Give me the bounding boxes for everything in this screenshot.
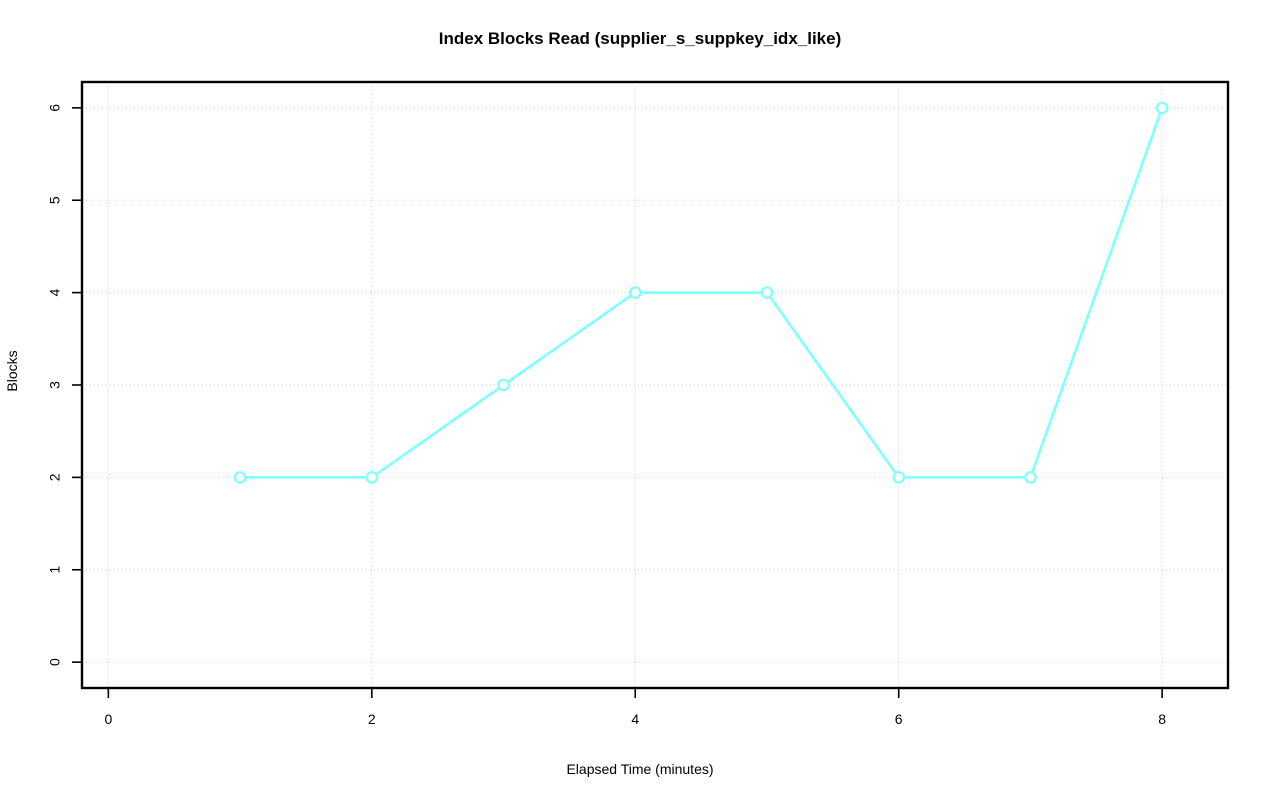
y-tick-label: 4 [47, 289, 63, 297]
y-tick-label: 1 [47, 566, 63, 574]
tick-marks-layer [72, 107, 1163, 698]
data-point-marker [365, 471, 379, 484]
y-tick-label: 6 [47, 104, 63, 112]
chart-title: Index Blocks Read (supplier_s_suppkey_id… [438, 29, 842, 48]
data-point-marker [497, 378, 510, 392]
data-series-layer [233, 101, 1169, 484]
data-point-marker [233, 471, 247, 484]
x-axis-label: Elapsed Time (minutes) [566, 761, 714, 777]
x-tick-label: 6 [895, 711, 903, 727]
y-tick-label: 5 [47, 196, 63, 204]
series-line [238, 106, 1164, 479]
x-tick-label: 4 [631, 711, 639, 727]
y-tick-label: 3 [47, 381, 63, 389]
x-tick-label: 2 [368, 711, 376, 727]
data-point-marker [1024, 471, 1037, 484]
data-point-marker [628, 286, 642, 299]
x-tick-label: 0 [104, 711, 112, 727]
tick-labels-layer: 0 2 4 6 8 0 1 2 3 4 5 6 [47, 104, 1167, 727]
data-point-marker [760, 286, 774, 299]
data-point-marker [892, 471, 905, 484]
y-tick-label: 2 [47, 473, 63, 481]
grid-layer [82, 82, 1228, 688]
x-tick-label: 8 [1158, 711, 1166, 727]
y-tick-label: 0 [47, 658, 63, 666]
data-point-marker [1155, 101, 1169, 115]
y-axis-label: Blocks [4, 350, 20, 392]
